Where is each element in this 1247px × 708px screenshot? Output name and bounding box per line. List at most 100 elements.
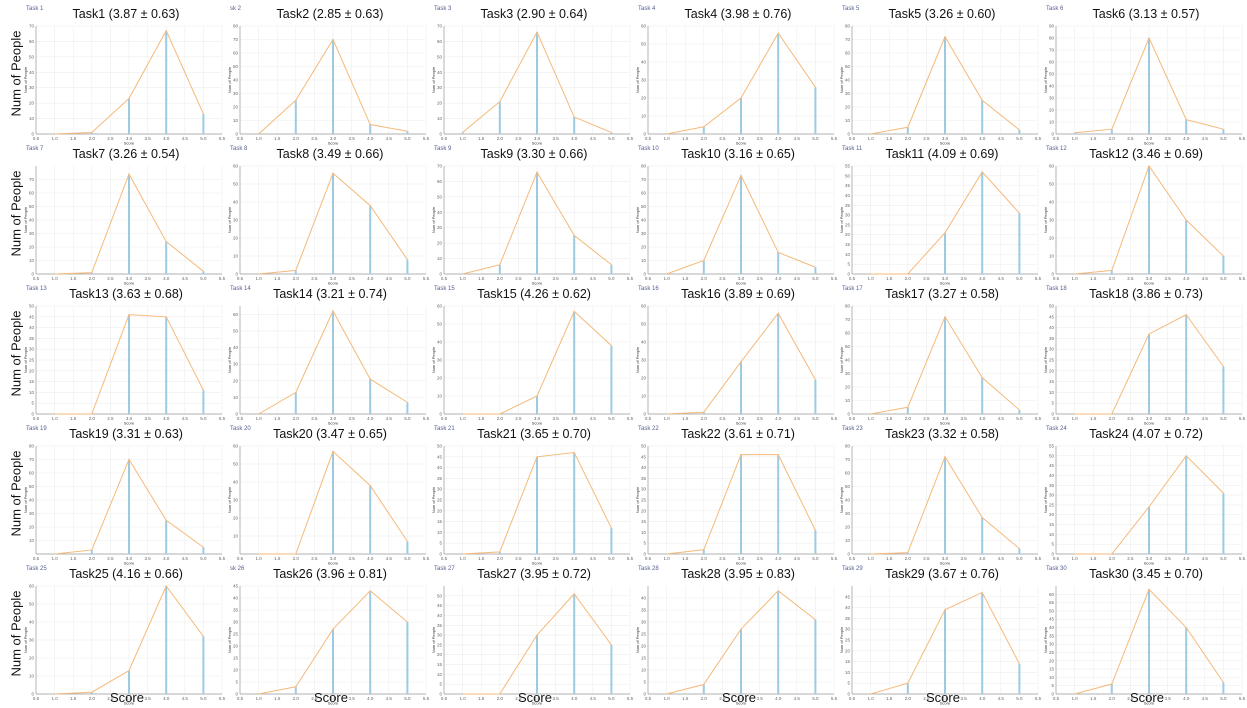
- y-tick-label: 60: [437, 39, 443, 44]
- small-x-label: Score: [1144, 701, 1155, 706]
- panel-title: Task10 (3.16 ± 0.65): [681, 147, 795, 161]
- y-tick-label: 60: [641, 191, 647, 196]
- bar: [1148, 506, 1150, 554]
- x-tick-label: 4.0: [571, 136, 578, 141]
- y-tick-label: 80: [641, 164, 647, 169]
- y-tick-label: 0: [847, 132, 850, 137]
- x-tick-label: 4.0: [163, 556, 170, 561]
- x-tick-label: 0.5: [237, 696, 244, 701]
- bar: [610, 264, 613, 274]
- y-tick-label: 10: [233, 668, 239, 673]
- col-x-label: Score: [518, 690, 552, 705]
- x-tick-label: 2.0: [293, 556, 300, 561]
- x-tick-label: 5.5: [1239, 556, 1246, 561]
- bar: [906, 127, 909, 134]
- y-tick-label: 15: [1049, 667, 1055, 672]
- y-tick-label: 40: [233, 345, 239, 350]
- series-line: [54, 585, 204, 695]
- bar: [981, 100, 984, 134]
- y-tick-label: 60: [845, 331, 851, 336]
- bar: [814, 530, 817, 554]
- y-tick-label: 10: [1049, 390, 1055, 395]
- panel-small-label: Task 25: [26, 566, 47, 572]
- y-tick-label: 10: [845, 670, 851, 675]
- chart-svg: 0 5 10 15 20 25 30 35 40 45 50 0.5 1.0 1.5 2.0 2.5 3.0 3.…: [23, 304, 226, 426]
- chart-svg: 0 5 10 15 20 25 30 35 40 45 50 55 60 0.5 1.0 1.5 2.0 2.5 3…: [1043, 586, 1246, 706]
- y-tick-label: 20: [29, 245, 35, 250]
- x-tick-label: 5.0: [1220, 136, 1227, 141]
- x-tick-label: 2.5: [923, 416, 930, 421]
- x-tick-label: 3.0: [534, 416, 541, 421]
- y-tick-label: 40: [641, 596, 647, 601]
- x-tick-label: 4.5: [998, 696, 1005, 701]
- x-tick-label: 3.5: [1164, 276, 1171, 281]
- x-tick-label: 5.0: [1016, 556, 1023, 561]
- x-tick-label: 3.5: [144, 416, 151, 421]
- x-tick-label: 2.0: [497, 696, 504, 701]
- bar: [1018, 409, 1021, 414]
- y-tick-label: 30: [641, 231, 647, 236]
- x-tick-label: 4.0: [1183, 136, 1190, 141]
- x-tick-label: 0.5: [33, 696, 40, 701]
- panel-title: Task25 (4.16 ± 0.66): [69, 567, 183, 581]
- small-x-label: Score: [532, 701, 543, 706]
- y-tick-label: 70: [29, 457, 35, 462]
- x-tick-label: 0.5: [441, 416, 448, 421]
- bar: [1222, 682, 1225, 694]
- x-tick-label: 1.0: [1071, 556, 1078, 561]
- y-tick-label: 30: [233, 620, 239, 625]
- panel-small-label: Task 23: [842, 426, 863, 432]
- x-tick-label: 2.5: [107, 276, 114, 281]
- small-y-label: Num of People: [227, 346, 232, 373]
- x-tick-label: 3.5: [960, 556, 967, 561]
- x-tick-label: 0.5: [645, 276, 652, 281]
- bar: [944, 609, 946, 694]
- bar: [202, 271, 205, 274]
- panel-title: Task13 (3.63 ± 0.68): [69, 287, 183, 301]
- y-tick-label: 50: [437, 54, 443, 59]
- x-tick-label: 3.5: [552, 416, 559, 421]
- x-tick-label: 4.0: [1183, 696, 1190, 701]
- x-tick-label: 4.5: [590, 136, 597, 141]
- y-tick-label: 0: [439, 132, 442, 137]
- x-tick-label: 2.0: [701, 416, 708, 421]
- x-tick-label: 0.5: [1053, 416, 1060, 421]
- x-tick-label: 5.0: [404, 276, 411, 281]
- y-tick-label: 40: [1049, 473, 1055, 478]
- bar: [332, 310, 334, 414]
- bar: [1110, 270, 1113, 274]
- small-y-label: Num of People: [635, 486, 640, 513]
- small-x-label: Score: [736, 141, 747, 146]
- bar: [1018, 663, 1021, 694]
- y-tick-label: 20: [437, 241, 443, 246]
- x-tick-label: 2.5: [107, 556, 114, 561]
- bar: [573, 235, 576, 274]
- bar: [573, 311, 576, 414]
- y-tick-label: 25: [845, 222, 851, 227]
- y-tick-label: 25: [233, 632, 239, 637]
- y-tick-label: 60: [233, 51, 239, 56]
- series-line: [54, 458, 204, 555]
- x-tick-label: 3.0: [534, 276, 541, 281]
- chart-panel: 0 10 20 30 40 50 60 70 80 0.5 1.0 1.5 2.0 2.5 3.0 3.5 4.…: [839, 424, 1044, 566]
- y-tick-label: 45: [437, 603, 443, 608]
- x-tick-label: 5.5: [627, 696, 634, 701]
- x-tick-label: 3.5: [348, 696, 355, 701]
- y-tick-label: 60: [233, 312, 239, 317]
- x-tick-label: 4.5: [590, 696, 597, 701]
- bar: [573, 452, 576, 554]
- x-tick-label: 0.5: [645, 416, 652, 421]
- panel-small-label: Task 20: [230, 426, 251, 432]
- y-tick-label: 0: [235, 692, 238, 697]
- bar: [128, 670, 130, 694]
- y-tick-label: 20: [437, 508, 443, 513]
- bar: [165, 586, 168, 694]
- x-tick-label: 2.0: [905, 696, 912, 701]
- bar: [1148, 166, 1150, 274]
- small-y-label: Num of People: [227, 486, 232, 513]
- x-tick-label: 2.5: [923, 276, 930, 281]
- x-tick-label: 3.0: [942, 136, 949, 141]
- x-tick-label: 3.0: [738, 696, 745, 701]
- x-tick-label: 4.0: [979, 416, 986, 421]
- x-tick-label: 1.5: [886, 276, 893, 281]
